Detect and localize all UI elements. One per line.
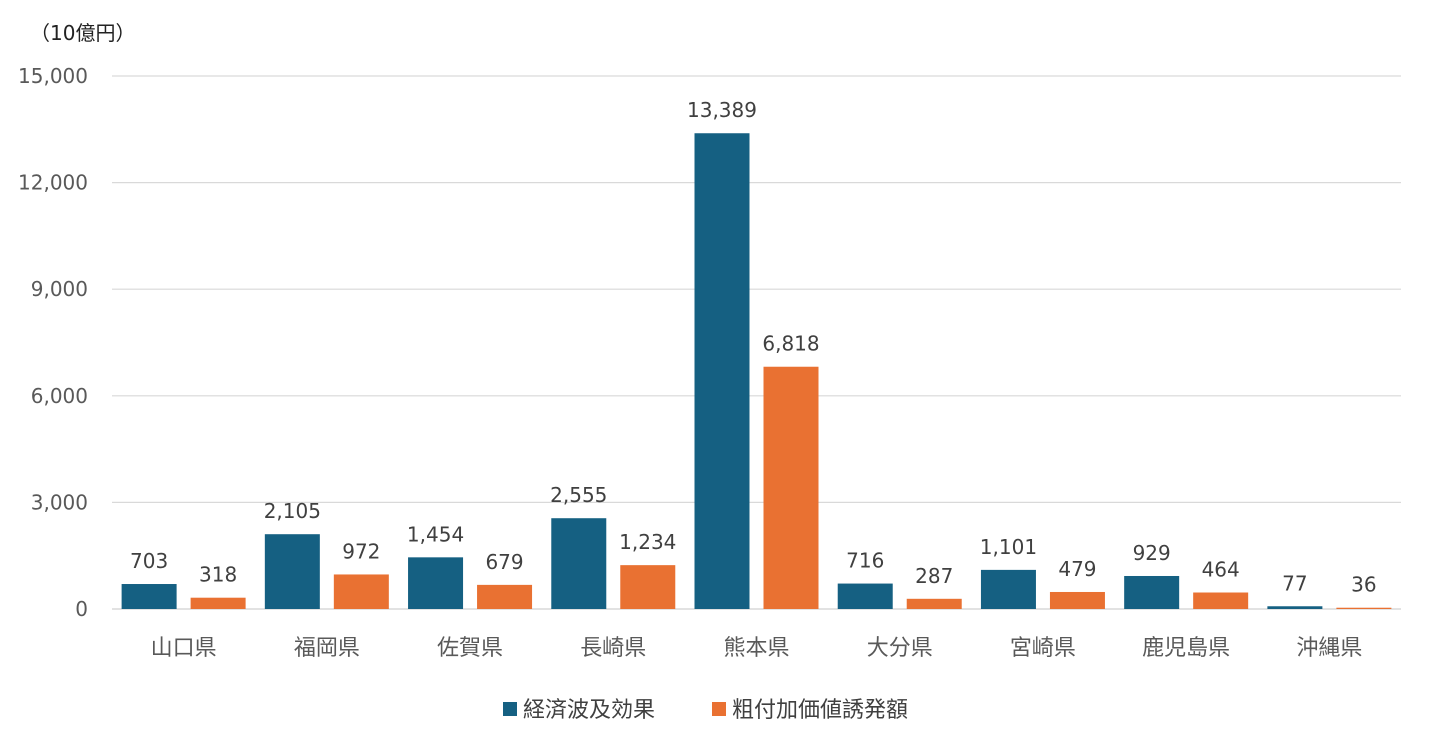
x-category-label: 山口県 bbox=[151, 636, 217, 661]
bar-value-added bbox=[1193, 592, 1249, 609]
y-tick-label: 0 bbox=[75, 597, 88, 621]
legend-swatch bbox=[712, 702, 726, 716]
legend-label: 経済波及効果 bbox=[523, 698, 655, 723]
x-category-label: 大分県 bbox=[867, 636, 933, 661]
bar-value-added bbox=[906, 598, 962, 609]
data-label: 318 bbox=[199, 563, 237, 587]
data-label: 2,105 bbox=[264, 499, 321, 523]
x-category-label: 沖縄県 bbox=[1296, 636, 1362, 661]
bar-economic-effect bbox=[980, 569, 1036, 609]
data-label: 464 bbox=[1202, 558, 1240, 582]
y-tick-label: 15,000 bbox=[18, 64, 88, 88]
bar-value-added bbox=[620, 565, 676, 609]
data-label: 1,101 bbox=[980, 535, 1037, 559]
unit-label: （10億円） bbox=[30, 21, 135, 45]
bars bbox=[121, 133, 1392, 609]
gridlines bbox=[112, 75, 1401, 610]
data-label: 972 bbox=[342, 539, 380, 563]
bar-value-added bbox=[333, 574, 389, 609]
data-label: 929 bbox=[1133, 541, 1171, 565]
x-category-label: 長崎県 bbox=[580, 636, 646, 661]
bar-value-added bbox=[190, 597, 246, 609]
data-labels: 703 318 2,105 972 1,454 679 2,555 1,234 13,389 6,… bbox=[130, 98, 1377, 596]
bar-economic-effect bbox=[1124, 575, 1180, 609]
bar-economic-effect bbox=[837, 583, 893, 609]
legend-swatch bbox=[503, 702, 517, 716]
bar-value-added bbox=[477, 584, 533, 609]
bar-economic-effect bbox=[121, 584, 177, 609]
x-category-label: 福岡県 bbox=[294, 636, 360, 661]
y-tick-label: 9,000 bbox=[31, 277, 88, 301]
data-label: 2,555 bbox=[550, 483, 607, 507]
x-category-label: 佐賀県 bbox=[437, 636, 503, 661]
data-label: 1,234 bbox=[619, 530, 676, 554]
bar-economic-effect bbox=[264, 534, 320, 609]
y-tick-label: 12,000 bbox=[18, 171, 88, 195]
y-tick-label: 6,000 bbox=[31, 384, 88, 408]
bar-economic-effect bbox=[551, 518, 607, 609]
x-category-label: 熊本県 bbox=[723, 636, 789, 661]
data-label: 1,454 bbox=[407, 522, 464, 546]
bar-value-added bbox=[1336, 607, 1392, 609]
data-label: 716 bbox=[846, 549, 884, 573]
data-label: 77 bbox=[1282, 571, 1307, 595]
data-label: 36 bbox=[1351, 573, 1376, 597]
x-axis-categories: 山口県 福岡県 佐賀県 長崎県 熊本県 大分県 宮崎県 鹿児島県 沖縄県 bbox=[151, 636, 1363, 661]
bar-economic-effect bbox=[1267, 606, 1323, 609]
y-axis-ticks: 0 3,000 6,000 9,000 12,000 15,000 bbox=[18, 64, 88, 621]
data-label: 13,389 bbox=[687, 98, 757, 122]
bar-economic-effect bbox=[694, 133, 750, 609]
x-category-label: 宮崎県 bbox=[1010, 636, 1076, 661]
data-label: 287 bbox=[915, 564, 953, 588]
bar-value-added bbox=[1049, 591, 1105, 609]
legend-label: 粗付加価値誘発額 bbox=[732, 698, 908, 723]
data-label: 703 bbox=[130, 549, 168, 573]
bar-value-added bbox=[763, 366, 819, 609]
legend: 経済波及効果 粗付加価値誘発額 bbox=[503, 698, 908, 723]
y-tick-label: 3,000 bbox=[31, 490, 88, 514]
bar-economic-effect bbox=[408, 557, 464, 609]
data-label: 679 bbox=[485, 550, 523, 574]
data-label: 479 bbox=[1058, 557, 1096, 581]
data-label: 6,818 bbox=[762, 332, 819, 356]
x-category-label: 鹿児島県 bbox=[1142, 636, 1230, 661]
